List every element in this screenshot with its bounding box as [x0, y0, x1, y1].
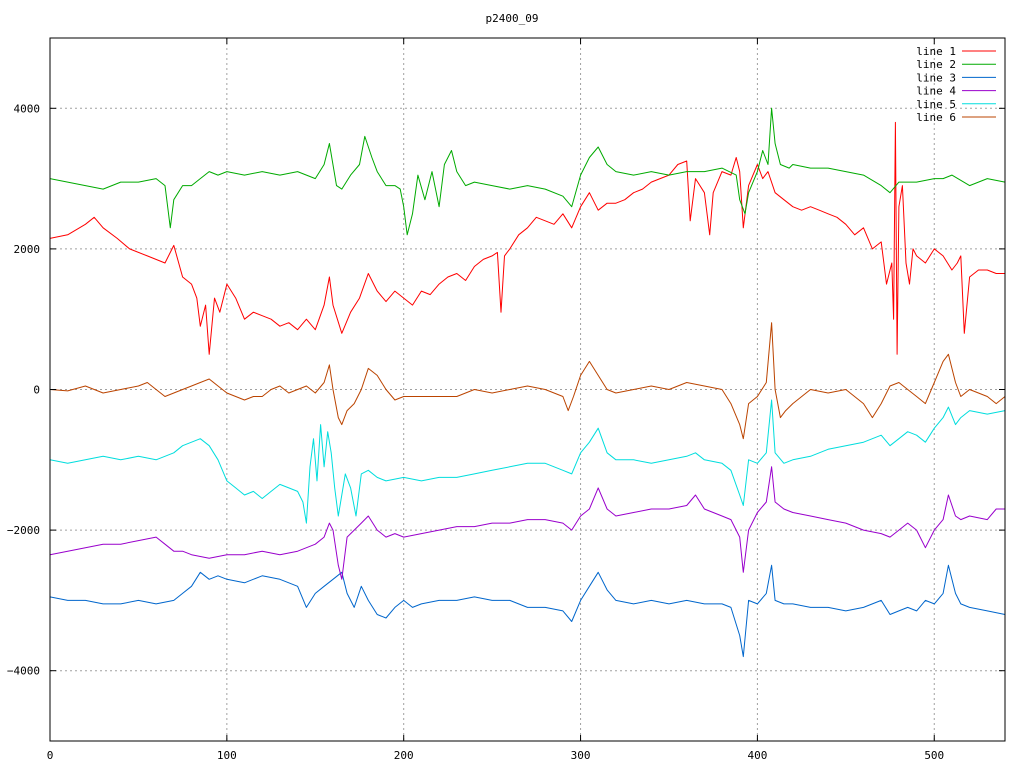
chart-title: p2400_09	[486, 12, 539, 25]
x-tick-label: 500	[924, 749, 944, 762]
x-tick-label: 400	[747, 749, 767, 762]
y-tick-label: 4000	[14, 102, 41, 115]
legend-label-3: line 3	[916, 71, 956, 84]
legend-label-4: line 4	[916, 85, 956, 98]
series-line-5	[49, 399, 1006, 524]
legend-label-6: line 6	[916, 111, 956, 124]
series-line-3	[49, 564, 1006, 658]
x-tick-label: 0	[47, 749, 54, 762]
y-tick-label: −2000	[7, 524, 40, 537]
y-tick-label: −4000	[7, 665, 40, 678]
x-tick-label: 100	[217, 749, 237, 762]
series-line-2	[49, 107, 1006, 236]
legend-label-2: line 2	[916, 58, 956, 71]
series-line-1	[49, 121, 1005, 355]
tick-labels: 0 100 200 300 400 500 −4000 −2000 0 2000 4000	[7, 38, 1005, 762]
y-tick-label: 2000	[14, 243, 41, 256]
y-tick-label: 0	[33, 384, 40, 397]
x-tick-label: 300	[571, 749, 591, 762]
legend-label-5: line 5	[916, 98, 956, 111]
grid	[50, 38, 1005, 741]
legend-label-1: line 1	[916, 45, 956, 58]
series-line-6	[49, 322, 1006, 440]
x-tick-label: 200	[394, 749, 414, 762]
series-line-4	[49, 466, 1005, 580]
series-layer	[49, 107, 1006, 658]
